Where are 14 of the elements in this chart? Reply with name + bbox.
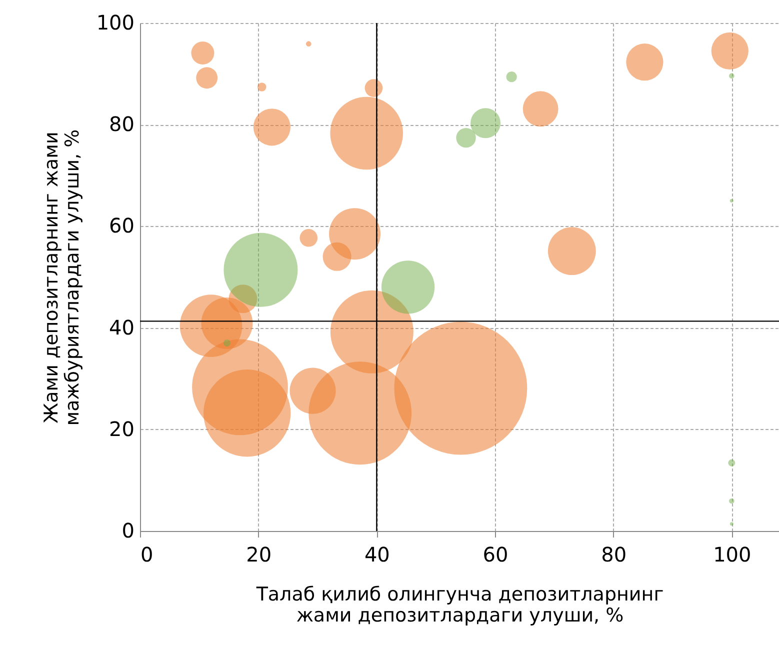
y-tick-label: 20 xyxy=(109,416,134,441)
y-tick-label: 80 xyxy=(109,112,134,136)
x-tick-label: 60 xyxy=(482,542,508,566)
y-tick-label: 60 xyxy=(109,214,134,238)
y-tick-label: 40 xyxy=(109,315,134,340)
x-tick-label: 0 xyxy=(140,542,154,566)
x-tick-label: 40 xyxy=(364,542,390,566)
y-tick-label: 100 xyxy=(96,10,134,34)
y-tick-label: 0 xyxy=(122,518,134,542)
x-tick-label: 80 xyxy=(601,542,627,566)
x-axis-title: Талаб қилиб олингунча депозитларнинг жами депозитлардаги улуши, % xyxy=(255,584,664,626)
y-axis-title: Жами депозитларнинг жами мажбуриятлардаги улуши, % xyxy=(40,129,84,426)
x-tick-label: 100 xyxy=(713,542,752,566)
x-tick-label: 20 xyxy=(246,542,272,566)
